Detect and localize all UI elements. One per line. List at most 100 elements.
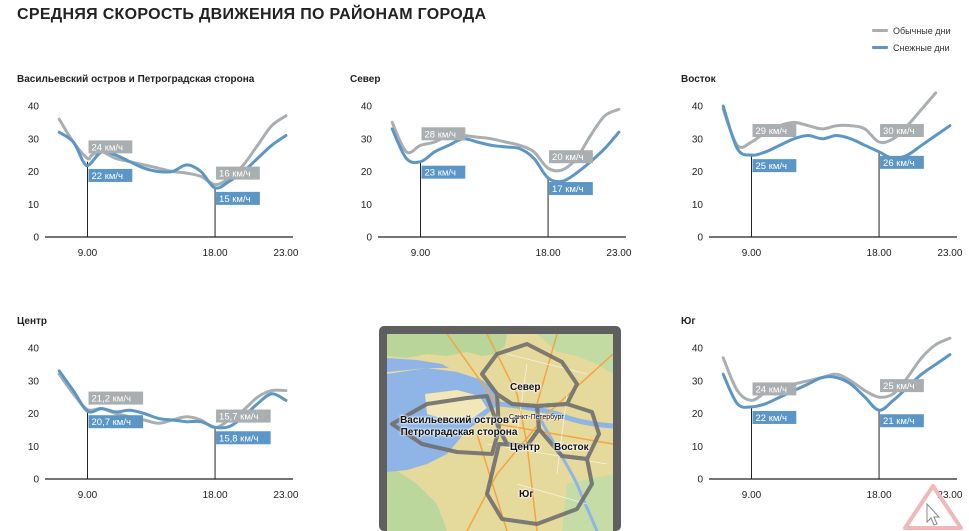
chart-panel-vo: Васильевский остров и Петроградская стор…	[17, 74, 307, 274]
x-tick-label: 23.00	[606, 248, 631, 259]
y-tick-label: 10	[692, 200, 704, 211]
chart-center: 0 10 20 30 40 9.00 18.00 23.00 21,2 км/ч 20,7 км/…	[28, 344, 299, 502]
series-line-snow	[390, 127, 621, 184]
data-label-normal: 24 км/ч	[92, 142, 124, 153]
x-tick-label: 18.00	[203, 490, 228, 501]
legend-swatch-normal	[872, 29, 888, 32]
chart-title: Центр	[17, 316, 48, 327]
y-tick-label: 10	[28, 442, 40, 453]
x-tick-label: 9.00	[742, 490, 762, 501]
data-label-box-normal	[216, 166, 260, 180]
chart-south: 0 10 20 30 40 9.00 18.00 23.00 24 км/ч 22 км/ч 25 …	[692, 336, 963, 501]
x-tick-label: 9.00	[742, 248, 762, 259]
y-tick-label: 30	[692, 134, 704, 145]
y-tick-label: 40	[692, 102, 704, 113]
data-label-snow: 26 км/ч	[883, 158, 915, 169]
chart-title: Восток	[681, 74, 716, 85]
y-tick-label: 30	[361, 134, 373, 145]
data-label-snow: 23 км/ч	[425, 168, 457, 179]
map-view: Север Васильевский остров и Петроградска…	[387, 334, 613, 531]
chart-north: 0 10 20 30 40 9.00 18.00 23.00 28 км/ч 23 км/ч 20 …	[361, 102, 632, 260]
data-label-normal: 28 км/ч	[425, 129, 457, 140]
x-tick-label: 23.00	[273, 248, 298, 259]
data-label-snow: 15 км/ч	[219, 194, 251, 205]
data-label-box-snow	[216, 191, 260, 205]
data-label-box-normal	[88, 140, 133, 154]
chart-east: 0 10 20 30 40 9.00 18.00 23.00 29 км/ч 25 км/ч 30 …	[692, 91, 963, 259]
data-label-box-normal	[88, 391, 144, 405]
map-graphic	[387, 334, 613, 531]
chart-panel-south: Юг 0 10 20 30 40 9.00 18.00 23.00 24 км/ч 22 км/ч…	[681, 316, 969, 516]
data-label-box-snow	[88, 415, 144, 429]
data-label-box-normal	[421, 127, 466, 141]
y-tick-label: 0	[33, 475, 39, 486]
map-label-east: Восток	[554, 442, 589, 453]
district-map: Север Васильевский остров и Петроградска…	[379, 326, 621, 531]
y-tick-label: 30	[28, 134, 40, 145]
data-label-box-normal	[752, 124, 797, 138]
data-label-normal: 16 км/ч	[219, 169, 251, 180]
map-label-vo: Васильевский остров и Петроградская стор…	[400, 415, 518, 438]
data-label-snow: 15,8 км/ч	[219, 433, 258, 444]
data-label-normal: 30 км/ч	[883, 126, 915, 137]
data-label-snow: 20,7 км/ч	[92, 417, 131, 428]
chart-title: Север	[350, 74, 381, 85]
x-tick-label: 9.00	[78, 248, 98, 259]
chart-title: Юг	[681, 316, 696, 327]
data-label-box-snow	[752, 159, 797, 173]
data-label-normal: 15,7 км/ч	[219, 412, 258, 423]
series-line-normal	[721, 91, 938, 149]
x-tick-label: 9.00	[411, 248, 431, 259]
map-label-center: Центр	[510, 442, 541, 453]
data-label-box-normal	[752, 382, 797, 396]
data-label-normal: 20 км/ч	[552, 152, 584, 163]
y-tick-label: 20	[692, 167, 704, 178]
data-label-normal: 29 км/ч	[756, 126, 788, 137]
data-label-box-normal	[880, 379, 924, 393]
x-tick-label: 18.00	[867, 248, 892, 259]
map-label-south: Юг	[519, 489, 534, 500]
y-tick-label: 0	[697, 475, 703, 486]
data-label-snow: 25 км/ч	[756, 161, 788, 172]
data-label-normal: 21,2 км/ч	[92, 394, 131, 405]
x-tick-label: 18.00	[203, 248, 228, 259]
y-tick-label: 10	[692, 442, 704, 453]
x-tick-label: 23.00	[937, 248, 962, 259]
y-tick-label: 0	[697, 233, 703, 244]
x-tick-label: 23.00	[273, 490, 298, 501]
x-tick-label: 18.00	[867, 490, 892, 501]
data-label-box-normal	[549, 150, 593, 164]
data-label-box-snow	[216, 431, 271, 445]
data-label-snow: 22 км/ч	[756, 413, 788, 424]
y-tick-label: 10	[28, 200, 40, 211]
data-label-box-snow	[549, 182, 593, 196]
data-label-normal: 25 км/ч	[883, 381, 915, 392]
y-tick-label: 40	[28, 102, 40, 113]
y-tick-label: 30	[28, 376, 40, 387]
y-tick-label: 10	[361, 200, 373, 211]
data-label-box-snow	[421, 165, 466, 179]
map-label-north: Север	[510, 382, 541, 393]
chart-panel-east: Восток 0 10 20 30 40 9.00 18.00 23.00 29 км/ч 25 …	[681, 74, 969, 274]
data-label-snow: 22 км/ч	[92, 171, 124, 182]
data-label-normal: 24 км/ч	[756, 384, 788, 395]
data-label-snow: 17 км/ч	[552, 184, 584, 195]
data-label-box-normal	[216, 409, 271, 423]
x-tick-label: 9.00	[78, 490, 98, 501]
data-label-box-snow	[880, 414, 924, 428]
series-line-snow	[721, 104, 952, 160]
chart-vo: 0 10 20 30 40 9.00 18.00 23.00 24 км/ч 22 км/ч 16 …	[28, 102, 299, 260]
series-line-normal	[57, 114, 288, 187]
legend-label-snow: Снежные дни	[893, 42, 950, 53]
chart-title: Васильевский остров и Петроградская стор…	[17, 74, 255, 85]
chart-panel-center: Центр 0 10 20 30 40 9.00 18.00 23.00 21,2 км/ч 20…	[17, 316, 307, 516]
data-label-box-normal	[880, 124, 924, 138]
y-tick-label: 30	[692, 376, 704, 387]
y-tick-label: 20	[692, 409, 704, 420]
legend-item-normal: Обычные дни	[872, 22, 951, 39]
y-tick-label: 0	[33, 233, 39, 244]
y-tick-label: 40	[28, 344, 40, 355]
legend-item-snow: Снежные дни	[872, 39, 951, 56]
legend-label-normal: Обычные дни	[893, 25, 951, 36]
y-tick-label: 40	[361, 102, 373, 113]
